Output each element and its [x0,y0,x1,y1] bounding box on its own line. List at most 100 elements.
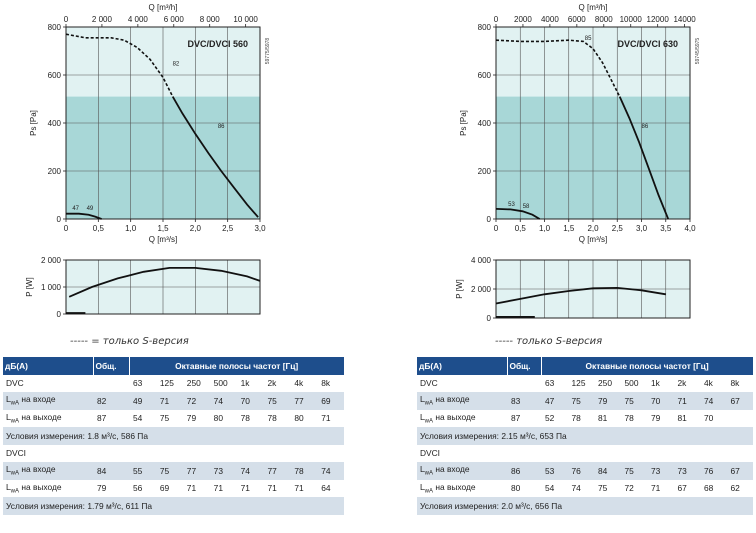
curve [171,96,259,218]
band-value: 69 [159,483,170,494]
band-label: 250 [186,378,201,389]
y-tick-label: 0 [57,215,62,224]
header-bands: Октавные полосы частот [Гц] [541,357,754,375]
x-tick-label: 1,5 [157,224,169,233]
y-tick-label: 400 [478,119,492,128]
band-value: 67 [726,392,754,410]
band-label: 2k [677,378,687,389]
band-value: 79 [186,413,197,424]
x-tick-label: 2,5 [612,224,624,233]
group-name-dvc: DVC [6,378,24,389]
x-tick-label: 3,0 [254,224,266,233]
y-axis-label: Ps [Pa] [459,110,468,136]
band-label: 8k [730,378,740,389]
total-value: 79 [97,483,107,494]
x2-tick-label: 8000 [595,15,613,24]
band-label: 1k [240,378,250,389]
band-value: 54 [545,483,555,494]
band-label: 500 [624,378,639,389]
band-value: 78 [267,413,277,424]
x2-tick-label: 4000 [541,15,559,24]
total-value: 87 [97,413,107,424]
band-label: 63 [133,378,143,389]
band-value: 78 [240,413,250,424]
x-tick-label: 3,5 [660,224,672,233]
plot-frame [65,259,261,315]
band-value: 71 [673,392,700,410]
table-row: LwA на выходе 87 54 75 79 80 78 78 80 71 [3,410,344,428]
band-label: 8k [321,378,331,389]
y-tick-label: 4 000 [471,256,492,265]
band-value: 76 [567,462,594,480]
x2-tick-label: 8 000 [200,15,221,24]
y-tick-label: 2 000 [471,285,492,294]
total-value: 80 [511,483,521,494]
table-row: LwA на входе 83 47 75 79 75 70 71 74 67 [417,392,754,410]
band-value: 73 [647,462,674,480]
band-value: 80 [213,413,223,424]
band-label: 4k [294,378,304,389]
row-label: LwA на выходе [6,481,62,495]
band-value: 71 [186,483,197,494]
chart-dvc560-power: 0 1 000 2 000 P [W] [25,256,261,319]
band-label: 250 [598,378,612,389]
band-value: 71 [321,413,331,424]
band-value: 79 [651,413,661,424]
band-label: 1k [651,378,660,389]
band-value: 79 [594,392,621,410]
band-value: 75 [159,413,170,424]
plot-frame [495,259,691,319]
band-value: 71 [213,483,223,494]
x-tick-label: 1,0 [539,224,551,233]
band-value: 47 [541,392,568,410]
y-tick-label: 800 [478,23,492,32]
chart-code: 59745/5975 [695,38,701,65]
x2-tick-label: 10 000 [233,15,258,24]
x2-axis-label: Q [m³/h] [149,3,178,12]
band-value: 71 [294,483,304,494]
band-value: 75 [155,462,183,480]
y-axis-label: P [W] [25,277,34,296]
total-value: 86 [507,462,541,480]
y-tick-label: 400 [48,119,62,128]
x-tick-label: 0 [494,224,499,233]
x-tick-label: 2,0 [190,224,202,233]
band-label: 500 [213,378,228,389]
x2-tick-label: 0 [64,15,69,24]
curve [68,267,261,298]
band-label: 2k [267,378,277,389]
measurement-conditions: Условия измерения: 2.0 м³/с, 656 Па [417,497,754,515]
y-tick-label: 800 [48,23,62,32]
band-value: 62 [730,483,740,494]
table-row: LwA на входе 86 53 76 84 75 73 73 76 67 [417,462,754,480]
band-label: 125 [159,378,174,389]
band-value: 56 [133,483,143,494]
band-label: 63 [545,378,555,389]
band-value: 69 [317,392,345,410]
chart-title: DVC/DVCI 630 [617,39,678,49]
curve [495,208,541,220]
band-value: 77 [182,462,210,480]
curve-s-version [65,33,174,97]
s-version-note-left: ----- = только S-версия [70,336,189,347]
y-axis-label: P [W] [455,279,464,298]
x2-tick-label: 4 000 [128,15,149,24]
band-value: 55 [129,462,156,480]
curve-label: 86 [642,124,649,130]
x-tick-label: 2,5 [222,224,234,233]
band-value [727,410,754,428]
chart-dvc630-power: 0 2 000 4 000 P [W] [455,256,691,323]
curve [66,212,102,220]
x2-axis-label: Q [m³/h] [579,3,608,12]
header-bands: Октавные полосы частот [Гц] [129,357,345,375]
band-value: 78 [571,413,581,424]
band-value: 67 [726,462,754,480]
table-row: LwA на входе 82 49 71 72 74 70 75 77 69 [3,392,345,410]
measurement-conditions: Условия измерения: 1.79 м³/с, 611 Па [3,497,345,515]
band-value: 71 [267,483,277,494]
band-value: 71 [240,483,250,494]
row-label: LwA на выходе [420,481,476,495]
x-tick-label: 1,0 [125,224,137,233]
row-label: LwA на выходе [6,411,62,425]
